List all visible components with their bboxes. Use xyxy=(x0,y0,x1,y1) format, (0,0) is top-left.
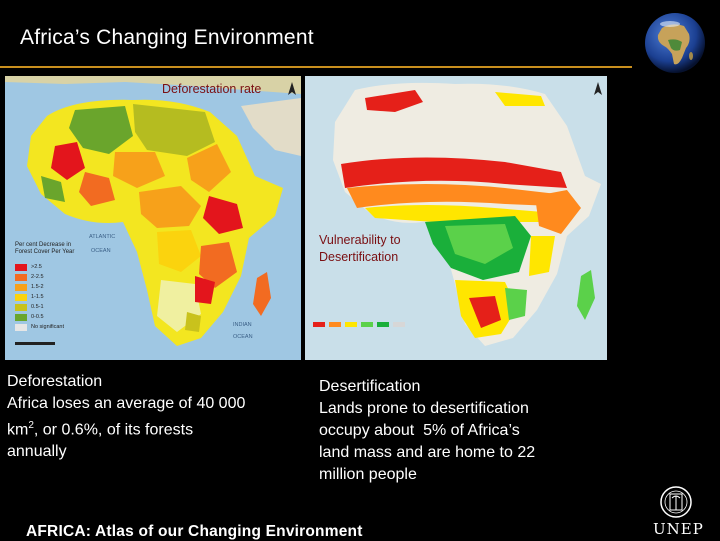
legend-label: No significant xyxy=(31,324,65,330)
deforestation-map: Per cent Decrease in Forest Cover Per Ye… xyxy=(5,76,301,360)
legend-row: 0.5-1 xyxy=(15,302,64,312)
legend-row: 2-2.5 xyxy=(15,272,64,282)
legend-swatch xyxy=(15,323,27,331)
caption-heading: Desertification xyxy=(319,378,421,395)
desertification-map-label: Vulnerability to Desertification xyxy=(319,232,401,266)
legend-row xyxy=(313,322,405,327)
ocean-label: ATLANTIC xyxy=(89,234,116,240)
caption-line: Africa loses an average of 40 000 xyxy=(7,395,246,412)
footer-title: AFRICA: Atlas of our Changing Environmen… xyxy=(26,523,363,540)
desertification-map-graphic xyxy=(333,82,601,346)
legend-swatch xyxy=(345,322,357,327)
deforestation-caption: Deforestation Africa loses an average of… xyxy=(7,371,297,463)
legend-swatch xyxy=(15,293,27,301)
deforestation-legend-title: Per cent Decrease in Forest Cover Per Ye… xyxy=(15,242,75,255)
legend-swatch xyxy=(361,322,373,327)
caption-line: land mass and are home to 22 xyxy=(319,444,536,461)
desertification-map xyxy=(305,76,607,360)
legend-row: 1.5-2 xyxy=(15,282,64,292)
legend-label: 1-1.5 xyxy=(31,294,44,300)
caption-heading: Deforestation xyxy=(7,373,103,390)
caption-text: km xyxy=(7,421,29,439)
ocean-label: OCEAN xyxy=(233,334,253,340)
title-divider xyxy=(0,66,632,68)
north-arrow-icon xyxy=(594,82,602,95)
north-arrow-icon xyxy=(288,82,296,95)
page-title: Africa’s Changing Environment xyxy=(20,26,314,49)
legend-label: 1.5-2 xyxy=(31,284,44,290)
legend-swatch xyxy=(393,322,405,327)
deforestation-legend: >2.5 2-2.5 1.5-2 1-1.5 0.5-1 0-0.5 No si… xyxy=(15,262,64,332)
ocean-label: OCEAN xyxy=(91,248,111,254)
caption-line: million people xyxy=(319,466,417,483)
caption-line: km2, or 0.6%, of its forests xyxy=(7,415,297,441)
legend-swatch xyxy=(313,322,325,327)
deforestation-map-graphic xyxy=(5,76,301,346)
caption-line: Lands prone to desertification xyxy=(319,400,529,417)
legend-swatch xyxy=(15,273,27,281)
legend-swatch xyxy=(15,303,27,311)
legend-row: No significant xyxy=(15,322,64,332)
legend-label: 2-2.5 xyxy=(31,274,44,280)
scale-bar xyxy=(15,342,55,345)
legend-row: 0-0.5 xyxy=(15,312,64,322)
desertification-label-line: Vulnerability to xyxy=(319,233,401,247)
legend-label: 0-0.5 xyxy=(31,314,44,320)
caption-text: , or 0.6%, of its forests xyxy=(33,421,194,439)
desertification-label-line: Desertification xyxy=(319,250,399,264)
legend-swatch xyxy=(15,263,27,271)
caption-line: annually xyxy=(7,443,67,461)
legend-swatch xyxy=(377,322,389,327)
legend-swatch xyxy=(15,313,27,321)
legend-label: >2.5 xyxy=(31,264,42,270)
desertification-legend xyxy=(313,322,405,327)
legend-swatch xyxy=(329,322,341,327)
unep-logo-text: UNEP xyxy=(653,520,704,538)
legend-swatch xyxy=(15,283,27,291)
desertification-caption: Desertification Lands prone to desertifi… xyxy=(319,376,594,486)
legend-row: 1-1.5 xyxy=(15,292,64,302)
caption-line: occupy about 5% of Africa’s xyxy=(319,422,520,439)
deforestation-map-label: Deforestation rate xyxy=(162,82,262,96)
unep-logo-icon xyxy=(660,486,692,518)
ocean-label: INDIAN xyxy=(233,322,252,328)
caption-superscript: 2 xyxy=(28,420,34,431)
globe-icon xyxy=(645,13,705,73)
legend-label: 0.5-1 xyxy=(31,304,44,310)
legend-row: >2.5 xyxy=(15,262,64,272)
